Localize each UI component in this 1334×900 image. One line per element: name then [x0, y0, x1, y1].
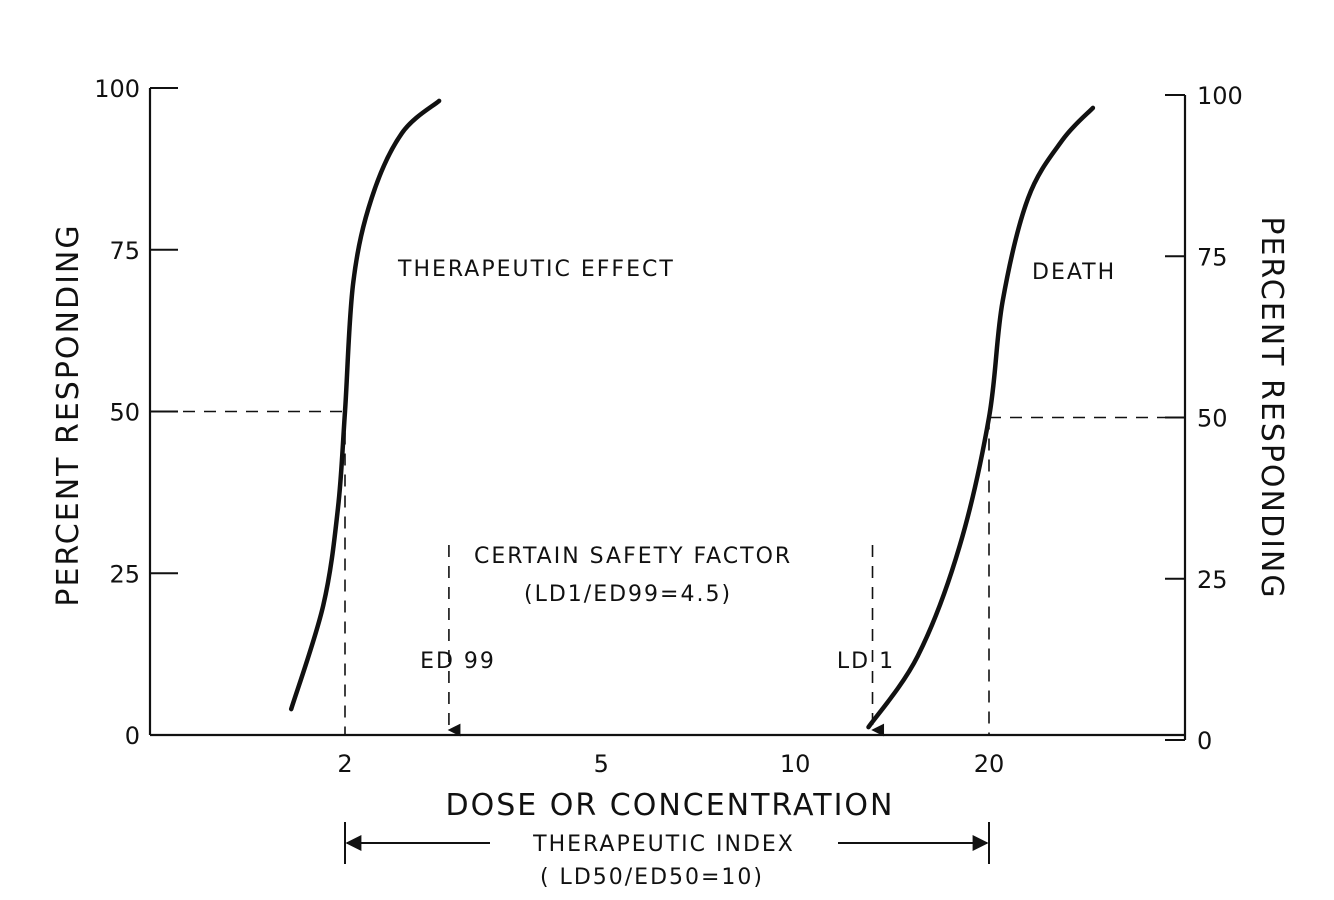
x-axis-title: DOSE OR CONCENTRATION	[446, 788, 895, 823]
therapeutic-index-value: ( LD50/ED50=10)	[540, 865, 764, 890]
y-axis-title-left: PERCENT RESPONDING	[51, 223, 86, 606]
y-tick-label-right: 25	[1197, 566, 1228, 594]
series-label-death: DEATH	[1032, 260, 1116, 285]
y-tick-label-left: 0	[125, 722, 140, 750]
safety-factor-value: (LD1/ED99=4.5)	[524, 582, 732, 607]
x-tick-label: 10	[780, 750, 811, 778]
therapeutic-index-title: THERAPEUTIC INDEX	[532, 832, 795, 857]
y-tick-label-right: 0	[1197, 727, 1212, 755]
safety-factor-title: CERTAIN SAFETY FACTOR	[474, 544, 792, 569]
curve-death	[866, 105, 1096, 730]
y-tick-label-right: 75	[1197, 243, 1228, 271]
y-axis-title-right: PERCENT RESPONDING	[1254, 216, 1289, 599]
curve-therapeutic-effect	[288, 98, 442, 712]
ld1-label: LD 1	[837, 649, 895, 674]
y-tick-label-left: 100	[94, 75, 140, 103]
y-tick-label-right: 50	[1197, 405, 1228, 433]
series-label-therapeutic: THERAPEUTIC EFFECT	[397, 257, 675, 282]
ed99-label: ED 99	[420, 649, 496, 674]
x-tick-label: 20	[974, 750, 1005, 778]
y-tick-label-left: 50	[109, 399, 140, 427]
y-tick-label-left: 25	[109, 560, 140, 588]
y-tick-label-right: 100	[1197, 82, 1243, 110]
y-tick-label-left: 75	[109, 237, 140, 265]
x-tick-label: 2	[337, 750, 352, 778]
x-tick-label: 5	[594, 750, 609, 778]
